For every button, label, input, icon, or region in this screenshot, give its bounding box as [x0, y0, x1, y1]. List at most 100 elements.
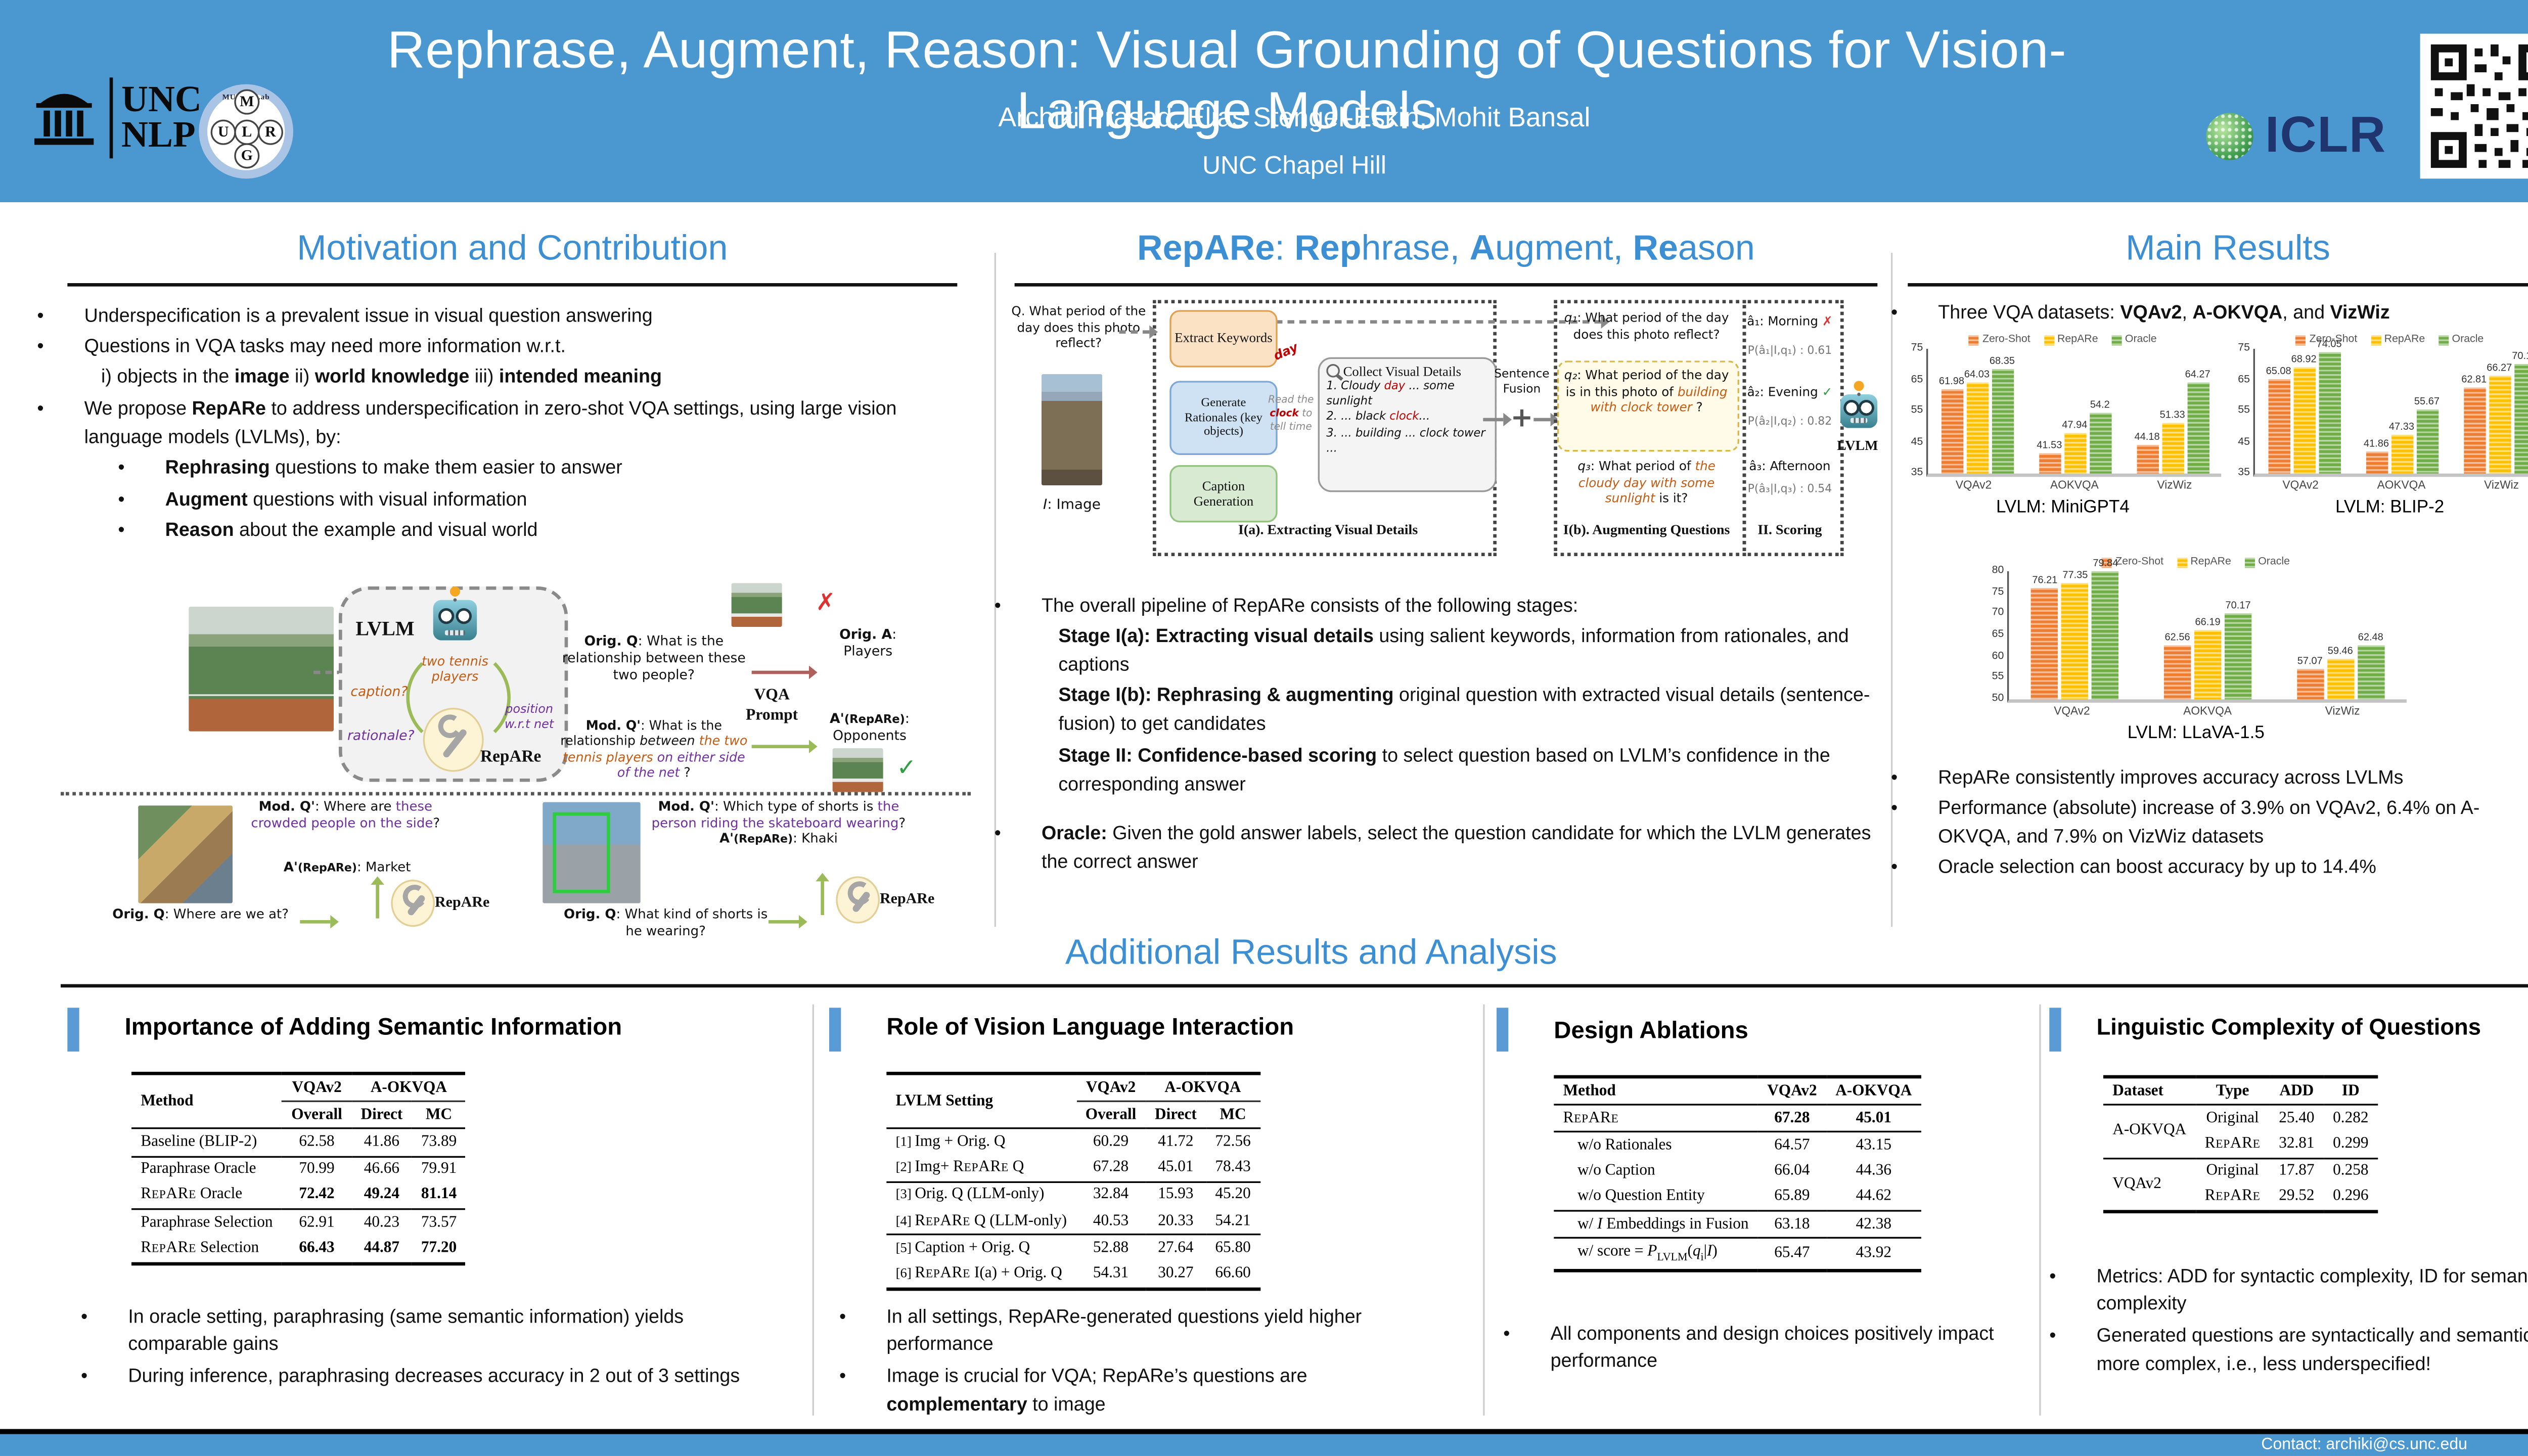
text-segment: I [1043, 495, 1048, 513]
text-segment: original question with extracted visual … [1058, 686, 1870, 736]
legend-swatch [2177, 557, 2187, 567]
table-head: Dataset Type ADD ID [2103, 1077, 2378, 1105]
murge-l: L [234, 119, 260, 145]
table-cell: 73.57 [421, 1214, 457, 1232]
table-cell: 67.28 [1093, 1159, 1129, 1177]
bar [1940, 389, 1963, 474]
text-segment: is it? [1655, 490, 1688, 506]
sentence-fusion-label: Sentence Fusion [1494, 367, 1550, 396]
table-cell: A-OKVQA [2112, 1123, 2187, 1140]
bullet-line: • Metrics: ADD for syntactic complexity, … [2049, 1263, 2528, 1320]
text-segment: questions with visual information [247, 489, 527, 510]
text-segment: [2] [895, 1159, 915, 1175]
poster-title: Rephrase, Augment, Reason: Visual Ground… [387, 20, 2067, 140]
table-cell: Paraphrase Oracle [141, 1161, 256, 1178]
bar-value-label: 65.08 [2266, 368, 2291, 378]
text-segment: Oracle [196, 1187, 243, 1204]
table-cell: 45.01 [1158, 1159, 1194, 1177]
text-segment: LVLM [1657, 1251, 1688, 1263]
bar [2296, 669, 2324, 700]
table-body: Baseline (BLIP-2) 62.58 41.86 73.89 Paraphra… [131, 1129, 466, 1263]
bar [2092, 572, 2119, 700]
ex3-repare-label: RepARe [879, 889, 935, 907]
text-segment: : Players [843, 626, 897, 659]
ann-tennis-players: two tennis players [422, 654, 488, 685]
ex3-arrow-up [821, 881, 824, 915]
rule-additional [60, 984, 2528, 988]
bullet-line: • All components and design choices posit… [1503, 1321, 2026, 1378]
bar-value-label: 62.48 [2358, 634, 2383, 645]
prob-p1: P(â₁|I,q₁) : 0.61 [1747, 343, 1832, 357]
text-segment: 2. ... [1326, 410, 1356, 424]
table-cell: RepARe Oracle [131, 1183, 282, 1209]
bar-value-label: 61.98 [1938, 377, 1964, 388]
table-cell: [2] Img+ RepARe Q [886, 1155, 1076, 1181]
table-header-cell: ID [2341, 1082, 2360, 1100]
bar-slot: 62.56 [2163, 571, 2191, 700]
text-segment: Mod. Q' [658, 798, 714, 814]
collect-item-1: 1. Cloudy day ... some sunlight [1326, 379, 1488, 410]
bar-value-label: 57.07 [2297, 657, 2323, 668]
table-cell: 17.87 [2279, 1163, 2315, 1180]
text-segment: RepARe [1137, 229, 1275, 268]
text-segment: ? [433, 815, 440, 831]
text-segment: the person riding the skateboard wearing [651, 798, 899, 831]
text-segment: Mod. Q' [258, 798, 315, 814]
table-cell: 63.18 [1774, 1216, 1810, 1233]
logo-divider [109, 77, 113, 159]
panel2-bullets: • In all settings, RepARe-generated quest… [839, 1301, 1446, 1423]
bullet-line: • In all settings, RepARe-generated quest… [839, 1303, 1446, 1360]
y-tick-label: 55 [1911, 404, 1923, 417]
bar-slot: 41.86 [2364, 349, 2389, 474]
chart-caption: LVLM: LLaVA-1.5 [2127, 722, 2265, 743]
legend-swatch [2111, 334, 2122, 345]
table-row: [4] RepARe Q (LLM-only) 40.53 20.33 54.21 [886, 1208, 1260, 1235]
correct-mark: ✓ [896, 755, 917, 782]
table-cell: 65.47 [1774, 1245, 1810, 1262]
bar-slot: 54.2 [2089, 349, 2111, 474]
panel-divider-1 [812, 1004, 814, 1416]
bar-value-label: 64.03 [1964, 371, 1990, 382]
text-segment: VizWiz [2330, 302, 2390, 323]
text-segment: ugment, [1495, 229, 1633, 268]
table-cell: 41.72 [1158, 1134, 1194, 1151]
table-cell: 60.29 [1093, 1134, 1129, 1151]
bar-value-label: 66.27 [2487, 364, 2512, 375]
chart-blip2: Zero-Shot RepARe Oracle 35 45 55 65 75 65.08 68.9… [2231, 334, 2528, 517]
text-segment: i) objects in the [101, 368, 235, 388]
bar-group: 41.86 47.33 55.67 [2364, 349, 2440, 474]
x-category-label: VizWiz [2484, 480, 2519, 492]
text-segment: about the example and visual world [234, 521, 538, 541]
text-segment: i [1700, 1251, 1704, 1263]
bar [2161, 422, 2184, 474]
chart-plot: 76.21 77.35 79.84 62.56 66.19 70.17 57.07 59.46… [2007, 560, 2407, 703]
bullet-dot: • [1503, 1324, 1510, 1344]
a1-wrong-mark: ✗ [1822, 313, 1833, 329]
text-segment: 3. ... [1326, 425, 1356, 439]
murge-u: U [210, 119, 236, 145]
table-cell: 70.99 [299, 1161, 335, 1178]
bar-group: 57.07 59.46 62.48 [2296, 571, 2384, 700]
text-segment: Rep [1294, 229, 1362, 268]
table-header-cell: A-OKVQA [351, 1073, 466, 1103]
bar [1991, 370, 2013, 474]
table-cell: 45.20 [1215, 1187, 1251, 1204]
table-cell: 62.58 [299, 1134, 335, 1151]
text-segment: questions to make them easier to answer [269, 459, 622, 479]
panel1-title: Importance of Adding Semantic Informatio… [124, 1014, 622, 1041]
text-segment: [4] [895, 1212, 915, 1228]
bullet-line: • The overall pipeline of RepARe consists… [995, 593, 1877, 621]
text-segment: building [1355, 425, 1402, 439]
text-segment: q₁ [1564, 310, 1577, 326]
chart-body: 35 45 55 65 75 61.98 64.03 68.35 41.53 47.94 54.2 4… [1905, 342, 2222, 479]
text-segment: to image [1027, 1395, 1106, 1416]
table-cell: [5] Caption + Orig. Q [886, 1235, 1076, 1261]
bar-slot: 62.81 [2461, 349, 2487, 474]
table-row: [5] Caption + Orig. Q 52.88 27.64 65.80 [886, 1235, 1260, 1261]
table-header-cell: Direct [360, 1107, 403, 1124]
text-segment: Oracle selection can boost accuracy by u… [1938, 858, 2376, 879]
table-cell: 66.60 [1215, 1265, 1251, 1283]
chart-body: 50 55 60 65 70 75 80 76.21 77.35 79.84 62.56 66.19 7… [1985, 560, 2407, 704]
panel2-title: Role of Vision Language Interaction [886, 1014, 1294, 1041]
table-row: RepARe 67.28 45.01 [1554, 1105, 1921, 1132]
